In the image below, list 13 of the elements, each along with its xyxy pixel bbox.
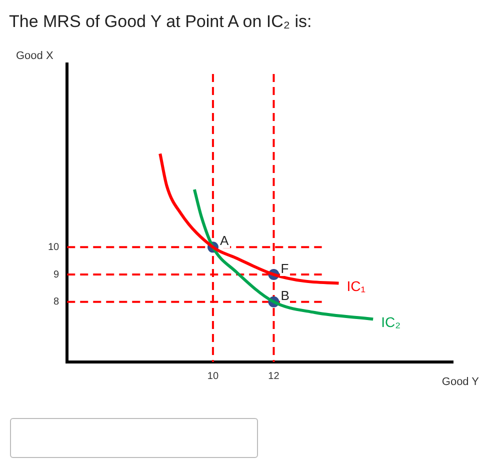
chart-title: The MRS of Good Y at Point A on IC₂ is: (9, 12, 312, 32)
series-label: IC₁ (346, 278, 366, 294)
x-tick-label: 12 (268, 370, 280, 382)
y-tick-label: 9 (54, 269, 60, 280)
data-label: B (280, 288, 290, 303)
series-label: IC₂ (381, 314, 401, 330)
y-tick-label: 10 (48, 242, 60, 253)
data-label: A (218, 233, 230, 248)
data-label: F (280, 260, 290, 276)
y-axis-title: Good X (16, 50, 54, 62)
x-axis-title: Good Y (442, 376, 480, 388)
y-tick-label: 8 (54, 296, 60, 308)
line-series (192, 188, 375, 321)
